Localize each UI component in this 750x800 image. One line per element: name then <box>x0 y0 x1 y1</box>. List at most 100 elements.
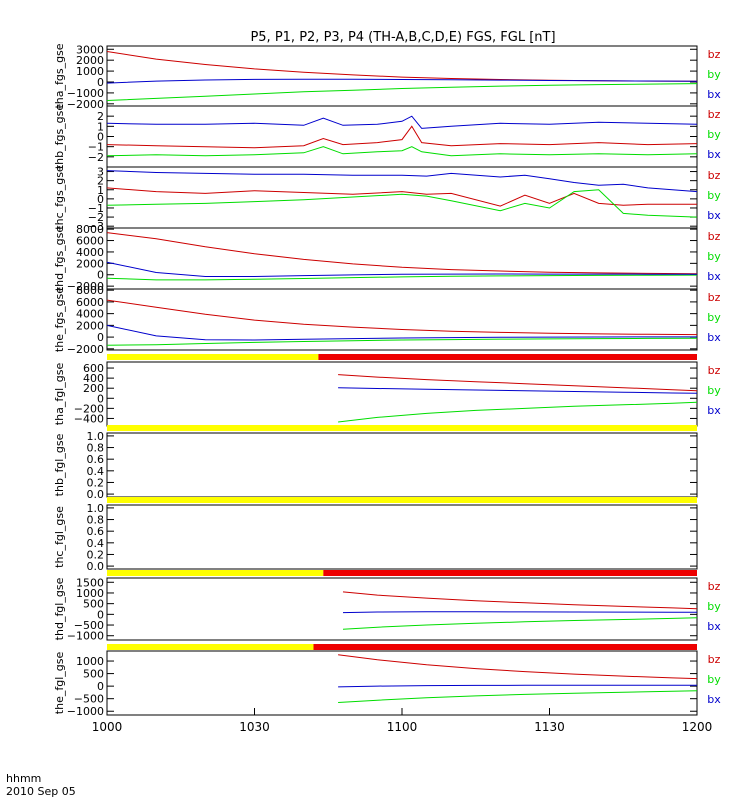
y-axis-label: the_fgl_gse <box>53 652 66 715</box>
series-line-bx <box>342 611 698 614</box>
panel-thb_fgl_gse: 1.00.80.60.40.20.0 thb_fgl_gse <box>53 430 698 501</box>
legend-entry-bz: bz <box>708 230 721 243</box>
y-tick-label: −1000 <box>67 630 104 643</box>
x-axis: 1000 1030 1100 1130 1200 <box>92 708 712 734</box>
y-tick-label: 200 <box>83 382 104 395</box>
y-tick-label: 1000 <box>76 655 104 668</box>
y-tick-label: 0 <box>97 76 104 89</box>
y-axis-label: thd_fgl_gse <box>53 577 66 640</box>
y-tick-label: 0.0 <box>87 560 105 573</box>
y-tick-label: −500 <box>74 693 104 706</box>
series-line-by <box>338 401 698 423</box>
y-tick-label: 1.0 <box>87 430 105 443</box>
legend-entry-bz: bz <box>708 108 721 121</box>
legend-entry-by: by <box>707 600 721 613</box>
y-tick-label: 0.4 <box>87 537 105 550</box>
series-line-bx <box>106 78 698 84</box>
y-axis-label: the_fgs_gse <box>53 287 66 352</box>
panel-frame <box>106 105 698 168</box>
series-line-bz <box>342 591 698 610</box>
y-tick-label: 0.2 <box>87 548 105 561</box>
legend-entry-bx: bx <box>707 693 721 706</box>
legend-entry-bz: bz <box>708 364 721 377</box>
x-axis-footer-date: 2010 Sep 05 <box>6 785 76 798</box>
y-tick-label: 4000 <box>76 246 104 259</box>
y-tick-label: 2 <box>97 110 104 123</box>
legend-entry-by: by <box>707 68 721 81</box>
y-tick-label: 8000 <box>76 223 104 236</box>
y-tick-label: 2000 <box>76 257 104 270</box>
series-line-bx <box>338 684 697 688</box>
y-tick-label: −400 <box>74 412 104 425</box>
plot-title: P5, P1, P2, P3, P4 (TH-A,B,C,D,E) FGS, F… <box>250 30 555 45</box>
panel-frame <box>106 432 698 498</box>
y-tick-label: −1 <box>88 141 104 154</box>
series-line-bx <box>106 170 698 193</box>
y-tick-label: 2 <box>97 175 104 188</box>
status-bar-yellow <box>107 570 324 576</box>
y-tick-label: 1500 <box>76 576 104 589</box>
series-line-bz <box>338 654 698 680</box>
y-axis-label: thb_fgl_gse <box>53 433 66 496</box>
status-bar-red <box>323 570 697 576</box>
series-line-bz <box>106 299 698 336</box>
y-tick-label: 500 <box>83 668 104 681</box>
x-tick-label: 1130 <box>534 720 565 734</box>
y-tick-label: 2000 <box>76 54 104 67</box>
y-axis-label: thc_fgl_gse <box>53 506 66 568</box>
y-tick-label: 2000 <box>76 319 104 332</box>
series-line-bz <box>106 51 698 82</box>
y-tick-label: 0.8 <box>87 442 105 455</box>
y-tick-label: −2 <box>88 211 104 224</box>
legend-entry-by: by <box>707 673 721 686</box>
x-tick-label: 1100 <box>387 720 418 734</box>
y-axis-label: tha_fgl_gse <box>53 363 66 426</box>
legend-entry-by: by <box>707 128 721 141</box>
y-tick-label: −1 <box>88 202 104 215</box>
legend-entry-bz: bz <box>708 291 721 304</box>
series-line-by <box>106 146 698 157</box>
panel-frame <box>106 577 698 641</box>
legend-entry-by: by <box>707 189 721 202</box>
panel-frame <box>106 361 698 427</box>
y-tick-label: 0.6 <box>87 453 105 466</box>
y-tick-label: 0.6 <box>87 525 105 538</box>
y-axis-label: tha_fgs_gse <box>53 43 66 108</box>
y-tick-label: 0.8 <box>87 514 105 527</box>
y-tick-label: 600 <box>83 362 104 375</box>
x-tick-label: 1030 <box>239 720 270 734</box>
y-tick-label: 0 <box>97 193 104 206</box>
panel-thc_fgl_gse: 1.00.80.60.40.20.0 thc_fgl_gse <box>53 502 698 573</box>
y-tick-label: 400 <box>83 372 104 385</box>
series-line-by <box>106 189 698 218</box>
legend-entry-by: by <box>707 384 721 397</box>
legend-entry-bx: bx <box>707 88 721 101</box>
y-tick-label: 0 <box>97 392 104 405</box>
y-tick-label: 6000 <box>76 296 104 309</box>
series-line-bx <box>106 115 698 129</box>
series-line-bx <box>106 261 697 277</box>
y-tick-label: 1 <box>97 120 104 133</box>
x-axis-footer-label: hhmm <box>6 772 41 785</box>
status-bar-yellow <box>107 497 697 503</box>
y-tick-label: −2000 <box>67 343 104 356</box>
series-line-bz <box>338 374 698 392</box>
legend-entry-bz: bz <box>708 169 721 182</box>
panel-frame <box>106 504 698 570</box>
x-tick-label: 1000 <box>92 720 123 734</box>
y-axis-label: thb_fgs_gse <box>53 104 66 170</box>
status-bar-yellow <box>107 425 697 431</box>
series-line-bx <box>338 387 698 394</box>
y-tick-label: 1 <box>97 184 104 197</box>
y-tick-label: 0.2 <box>87 476 105 489</box>
y-tick-label: −2000 <box>67 280 104 293</box>
series-line-by <box>106 337 698 346</box>
y-tick-label: 1000 <box>76 587 104 600</box>
series-line-bz <box>106 232 698 275</box>
status-bar-red <box>318 354 697 360</box>
